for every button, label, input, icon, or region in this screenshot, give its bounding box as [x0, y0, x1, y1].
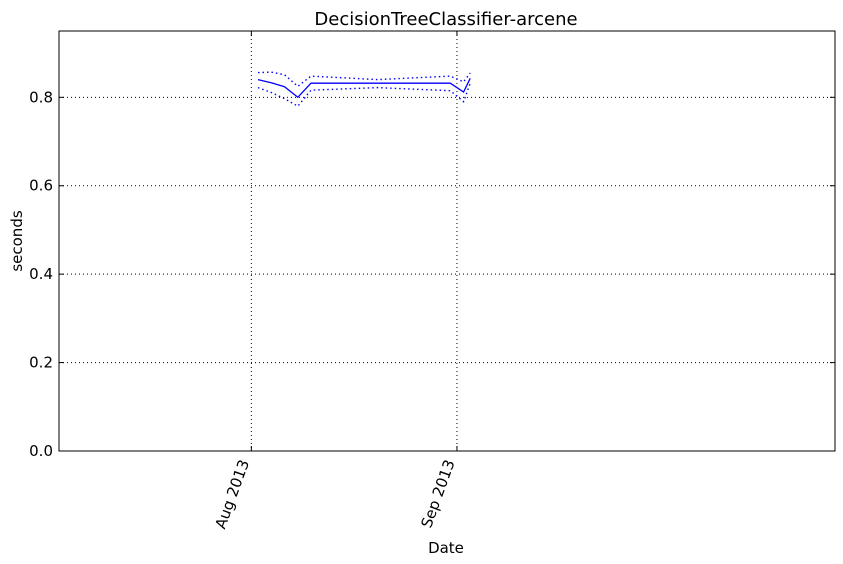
- grid: [59, 31, 835, 451]
- chart-title: DecisionTreeClassifier-arcene: [314, 9, 577, 30]
- y-tick-label: 0.8: [29, 88, 53, 106]
- y-tick-label: 0.4: [29, 265, 53, 283]
- y-axis-label: seconds: [8, 210, 26, 271]
- series-group: [257, 71, 471, 108]
- series-line-mean: [257, 78, 471, 99]
- y-tick-label: 0.2: [29, 354, 53, 372]
- plot-frame: [58, 30, 836, 452]
- y-tick-label: 0.0: [29, 442, 53, 460]
- y-tick-label: 0.6: [29, 177, 53, 195]
- x-axis-label: Date: [428, 539, 464, 557]
- series-line-lower: [257, 82, 471, 108]
